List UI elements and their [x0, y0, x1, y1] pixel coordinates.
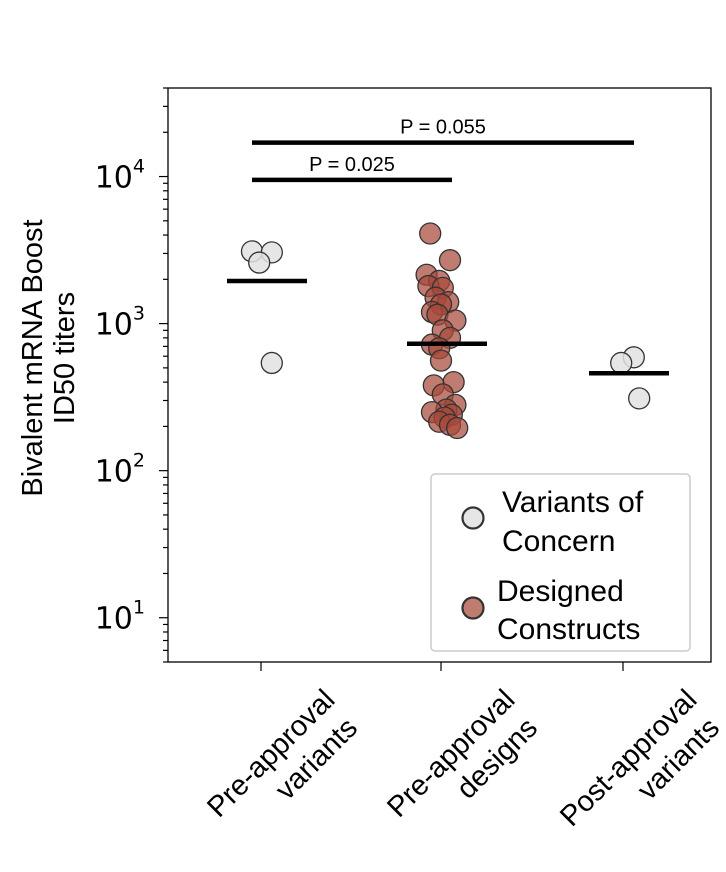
legend-label: Variants of	[502, 486, 644, 519]
legend-marker-designed	[461, 596, 485, 620]
y-axis: 101 102 103 104	[95, 87, 168, 663]
designed-construct-point	[438, 249, 462, 272]
significance-label: P = 0.055	[400, 117, 486, 139]
x-tick-label: Pre-approvaldesigns	[381, 684, 546, 849]
designed-construct-point	[419, 222, 442, 245]
variant-point	[628, 387, 651, 410]
legend-frame	[430, 473, 691, 652]
y-axis-title: Bivalent mRNA BoostID50 titers	[17, 219, 81, 496]
y-tick-label: 101	[95, 597, 145, 637]
x-tick-label: Pre-approvalvariants	[201, 684, 366, 849]
designed-construct-point	[446, 416, 469, 440]
designed-construct-point	[429, 349, 453, 372]
y-tick-label: 103	[95, 303, 145, 343]
plot-frame	[167, 87, 712, 663]
y-axis-label: Bivalent mRNA BoostID50 titers	[17, 219, 81, 496]
legend-label: Constructs	[497, 613, 640, 646]
legend-label: Designed	[497, 575, 624, 608]
variant-point	[248, 251, 271, 274]
variant-point	[610, 351, 633, 375]
legend-label: Concern	[502, 525, 615, 558]
significance-label: P = 0.025	[309, 154, 395, 176]
data-points	[240, 222, 651, 440]
legend-marker-variants	[461, 506, 485, 530]
x-tick-label: Post-approvalvariants	[554, 684, 726, 859]
x-axis: Pre-approvalvariants Pre-approvaldesigns P…	[201, 662, 726, 859]
y-tick-label: 104	[95, 156, 145, 196]
y-tick-label: 102	[95, 450, 145, 490]
legend: Variants of Concern Designed Constructs	[430, 473, 691, 652]
median-lines	[227, 278, 669, 376]
variant-point	[260, 351, 283, 375]
